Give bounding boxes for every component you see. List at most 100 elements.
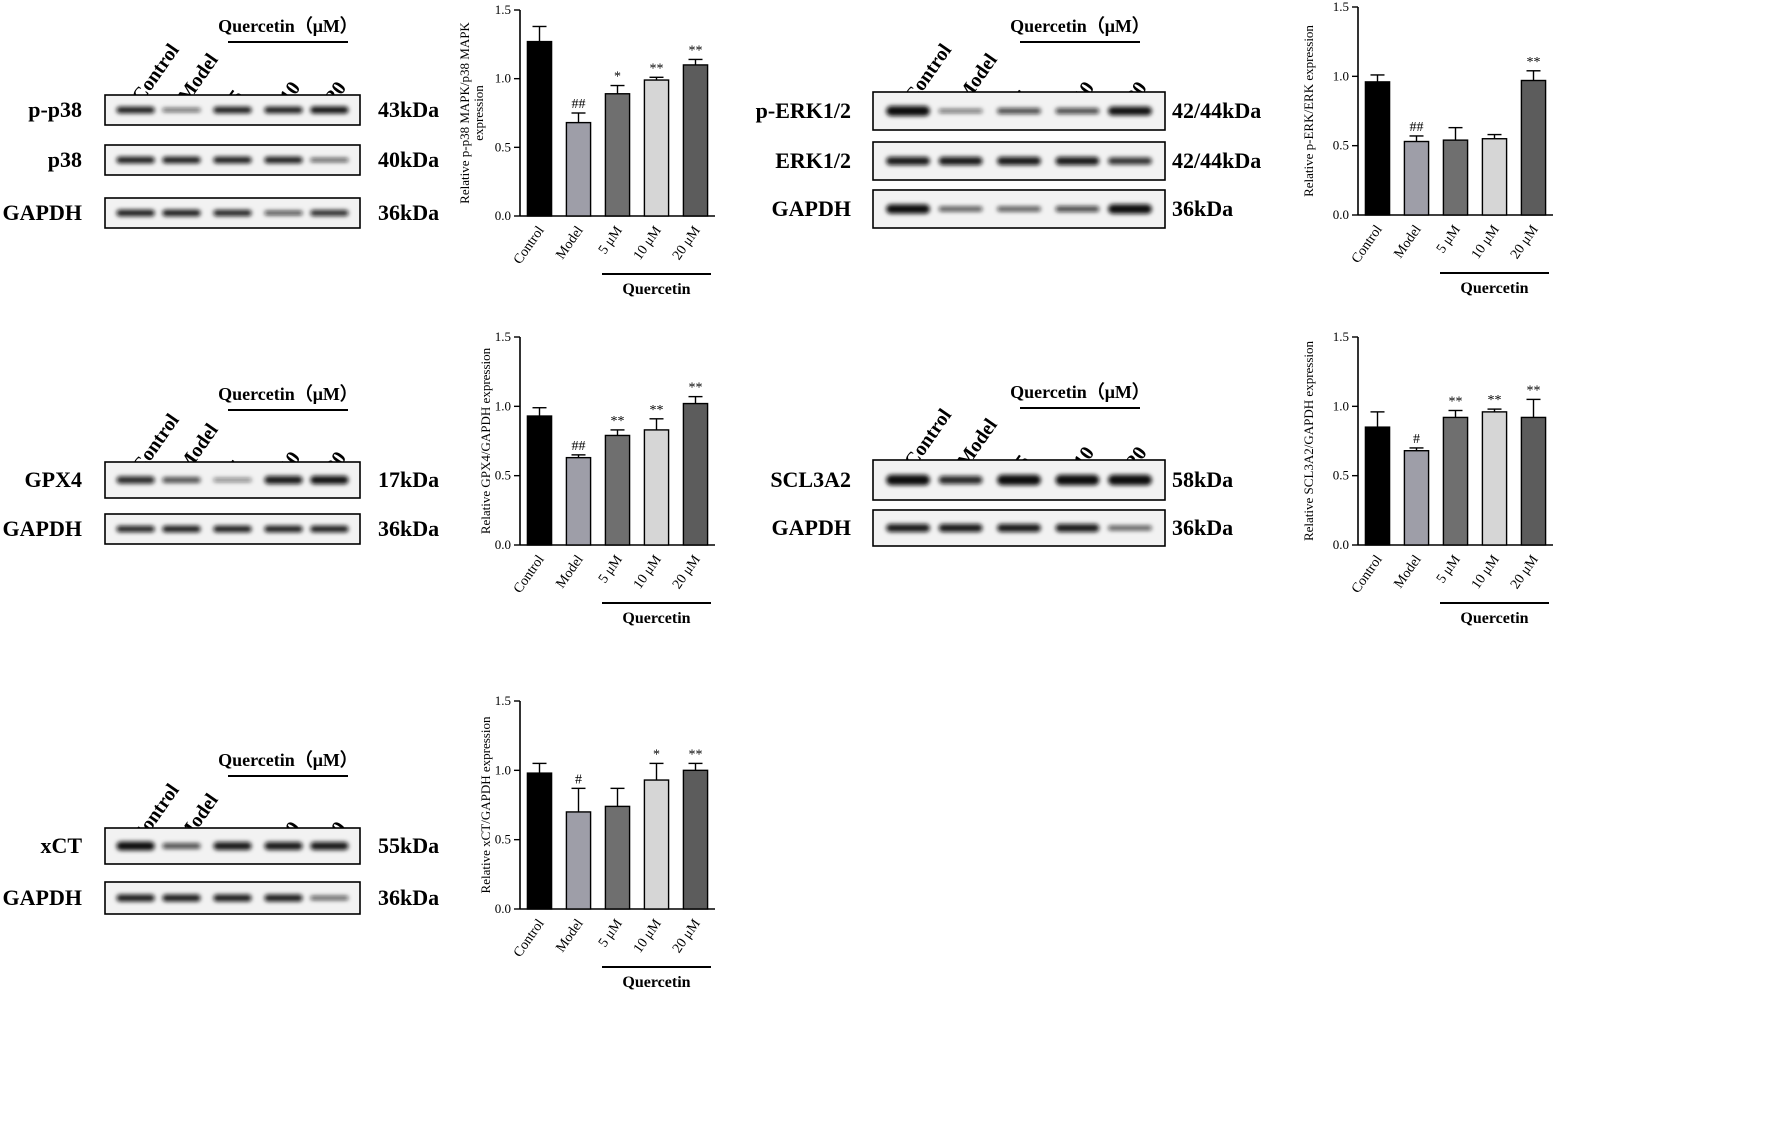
- protein-band: [997, 156, 1041, 166]
- x-tick-label: Model: [554, 224, 587, 263]
- blot-bands: [116, 156, 349, 164]
- protein-band: [310, 210, 349, 216]
- bar: [1481, 411, 1508, 546]
- protein-label: GAPDH: [772, 515, 851, 540]
- x-tick-label: Model: [554, 553, 587, 592]
- chart-scl3a2: 0.0 0.5 1.0 1.5 Relative SCL3A2/GAPDH expres…: [1301, 329, 1553, 627]
- protein-band: [264, 476, 303, 484]
- protein-band: [310, 106, 349, 114]
- group-label: Quercetin: [1460, 610, 1528, 627]
- significance-label: **: [689, 381, 703, 396]
- protein-band: [886, 524, 930, 532]
- x-tick-label: Model: [1392, 553, 1425, 592]
- significance-label: **: [611, 414, 625, 429]
- protein-band: [213, 156, 252, 164]
- protein-band: [886, 474, 930, 486]
- bar: [1364, 426, 1391, 546]
- significance-label: #: [575, 772, 582, 787]
- y-tick-label: 0.5: [495, 832, 511, 847]
- y-axis-label-line: Relative xCT/GAPDH expression: [478, 716, 493, 893]
- protein-label: p38: [48, 147, 82, 172]
- y-axis-label: Relative xCT/GAPDH expression: [478, 716, 493, 893]
- y-axis-label: Relative SCL3A2/GAPDH expression: [1301, 340, 1316, 541]
- x-tick-label: 5 μM: [596, 223, 626, 257]
- group-label: Quercetin: [622, 281, 690, 298]
- protein-band: [116, 209, 155, 217]
- blot-row: GAPDH 36kDa: [772, 189, 1233, 229]
- protein-band: [116, 525, 155, 533]
- blot-row: ERK1/2 42/44kDa: [775, 141, 1261, 181]
- protein-label: p-ERK1/2: [756, 98, 851, 123]
- y-tick-label: 1.5: [495, 329, 511, 344]
- y-axis-label-line: Relative GPX4/GAPDH expression: [478, 347, 493, 534]
- significance-label: **: [650, 403, 664, 418]
- x-tick-label: 20 μM: [670, 223, 704, 263]
- quercetin-header: Quercetin（μM）: [1010, 16, 1150, 36]
- protein-band: [264, 156, 303, 164]
- bar: [1520, 79, 1547, 216]
- protein-label: SCL3A2: [770, 467, 851, 492]
- protein-band: [213, 478, 252, 482]
- blot-row: xCT 55kDa: [40, 827, 439, 865]
- protein-band: [264, 842, 303, 850]
- significance-label: ##: [572, 439, 586, 454]
- quercetin-header: Quercetin（μM）: [218, 384, 358, 404]
- protein-band: [310, 895, 349, 901]
- protein-band: [886, 105, 930, 117]
- protein-band: [116, 894, 155, 902]
- protein-band: [938, 156, 983, 166]
- blot-bands: [886, 204, 1152, 214]
- group-label: Quercetin: [622, 974, 690, 991]
- blot-row: SCL3A2 58kDa: [770, 459, 1233, 501]
- kda-label: 43kDa: [378, 97, 439, 122]
- y-tick-label: 1.0: [1333, 68, 1349, 83]
- protein-band: [938, 109, 983, 113]
- protein-label: ERK1/2: [775, 148, 851, 173]
- protein-band: [213, 894, 252, 902]
- x-tick-label: 20 μM: [670, 916, 704, 956]
- blot-row: p-ERK1/2 42/44kDa: [756, 91, 1261, 131]
- x-tick-label: 10 μM: [631, 552, 665, 592]
- protein-band: [116, 156, 155, 164]
- bar: [565, 456, 592, 546]
- x-tick-label: 10 μM: [1469, 222, 1503, 262]
- chart-erk: 0.0 0.5 1.0 1.5 Relative p-ERK/ERK expressio…: [1301, 0, 1553, 297]
- x-tick-label: 20 μM: [1508, 552, 1542, 592]
- protein-band: [997, 524, 1041, 532]
- significance-label: **: [689, 747, 703, 762]
- protein-band: [1108, 157, 1152, 165]
- protein-band: [1055, 156, 1100, 166]
- blot-bands: [886, 474, 1152, 486]
- x-tick-label: Control: [511, 224, 548, 268]
- blot-row: GPX4 17kDa: [25, 461, 439, 499]
- blot-panel-gpx4: ControlModel51020Quercetin（μM）GPX417kDaG…: [3, 384, 439, 545]
- x-tick-label: Model: [554, 917, 587, 956]
- protein-label: GAPDH: [3, 200, 82, 225]
- kda-label: 42/44kDa: [1172, 148, 1261, 173]
- protein-band: [997, 108, 1041, 114]
- x-tick-label: 5 μM: [596, 552, 626, 586]
- x-tick-label: 5 μM: [1434, 552, 1464, 586]
- protein-band: [162, 156, 201, 164]
- protein-band: [938, 206, 983, 212]
- kda-label: 55kDa: [378, 833, 439, 858]
- significance-label: *: [614, 70, 621, 85]
- blot-row: GAPDH 36kDa: [3, 197, 439, 229]
- blot-bands: [886, 105, 1152, 117]
- significance-label: **: [1527, 383, 1541, 398]
- x-tick-label: 20 μM: [1508, 222, 1542, 262]
- y-tick-label: 0.0: [495, 208, 511, 223]
- protein-band: [213, 842, 252, 850]
- x-tick-label: 10 μM: [1469, 552, 1503, 592]
- y-tick-label: 1.0: [1333, 398, 1349, 413]
- protein-band: [1055, 524, 1100, 532]
- y-tick-label: 1.0: [495, 398, 511, 413]
- blot-bands: [116, 894, 349, 902]
- bar: [682, 64, 709, 217]
- kda-label: 17kDa: [378, 467, 439, 492]
- y-tick-label: 0.0: [495, 537, 511, 552]
- protein-band: [116, 841, 155, 851]
- protein-band: [162, 108, 201, 112]
